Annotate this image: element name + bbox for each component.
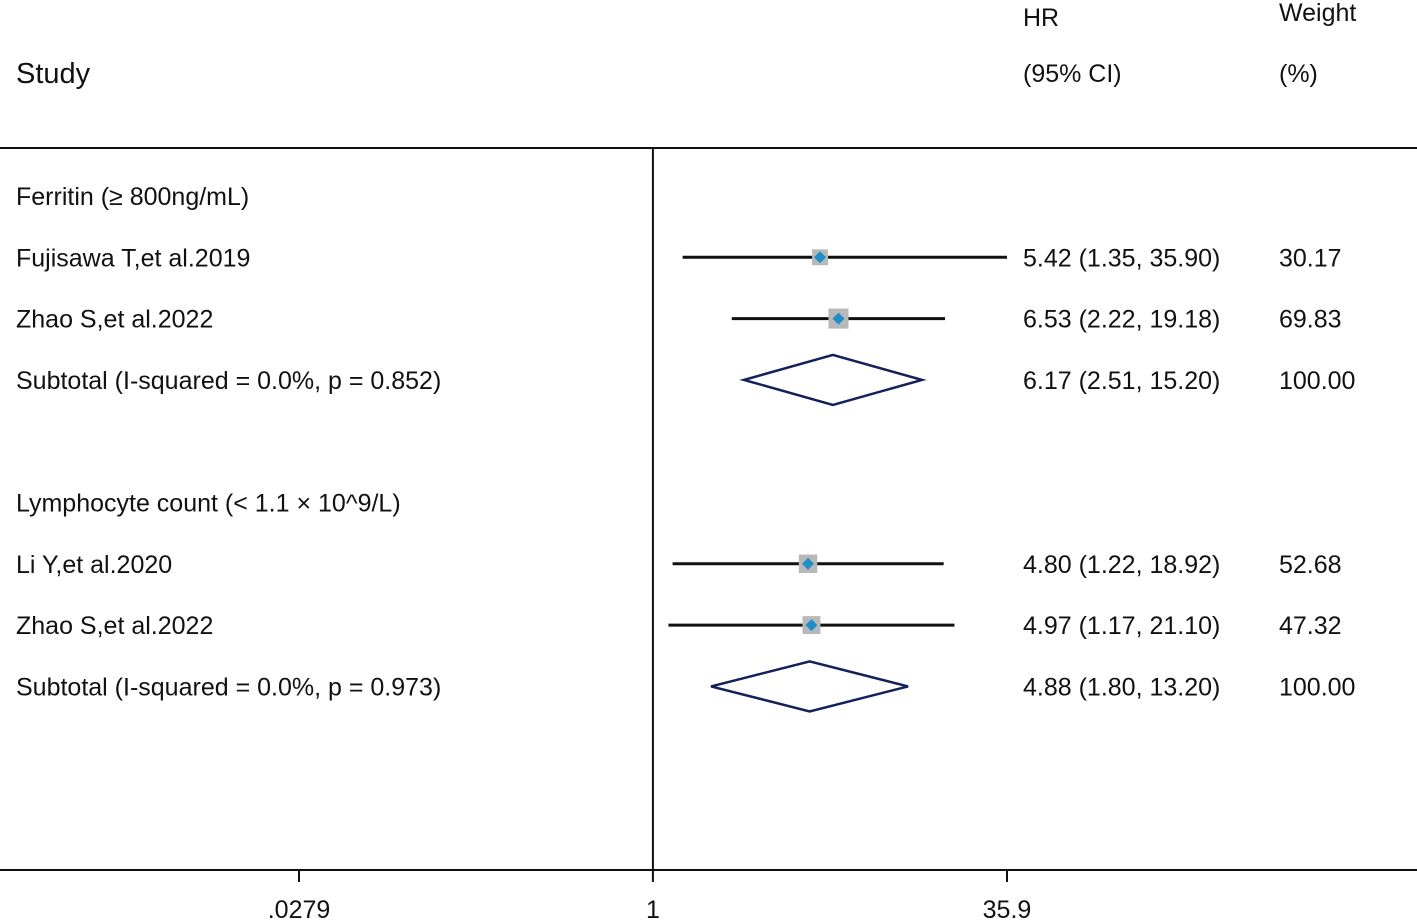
x-tick-label: 35.9 [983,896,1032,920]
study-label: Li Y,et al.2020 [16,551,172,579]
weight-column-header: Weight [1279,0,1356,27]
weight-value: 30.17 [1279,244,1342,272]
hr-column-header: HR [1023,4,1059,32]
hr-ci-value: 4.88 (1.80, 13.20) [1023,673,1220,701]
weight-value: 52.68 [1279,551,1342,579]
study-label: Fujisawa T,et al.2019 [16,244,250,272]
hr-ci-value: 4.80 (1.22, 18.92) [1023,551,1220,579]
weight-value: 69.83 [1279,306,1342,334]
point-estimate-marker [805,619,818,632]
point-estimate-marker [832,312,845,325]
hr-ci-value: 6.17 (2.51, 15.20) [1023,367,1220,395]
study-rows: Ferritin (≥ 800ng/mL) Fujisawa T,et al.20… [16,183,1355,713]
hr-ci-value: 4.97 (1.17, 21.10) [1023,612,1220,640]
hr-ci-value: 6.53 (2.22, 19.18) [1023,306,1220,334]
weight-value: 47.32 [1279,612,1342,640]
x-tick-label: 1 [646,896,660,920]
subtotal-label: Subtotal (I-squared = 0.0%, p = 0.973) [16,673,441,701]
study-label: Zhao S,et al.2022 [16,612,213,640]
x-tick-label: .0279 [268,896,331,920]
pooled-estimate-diamond [710,660,909,713]
subtotal-label: Subtotal (I-squared = 0.0%, p = 0.852) [16,367,441,395]
weight-unit-header: (%) [1279,60,1318,88]
study-column-header: Study [16,58,91,90]
point-estimate-marker [814,251,827,264]
pooled-estimate-diamond [739,353,927,407]
point-estimate-marker [802,557,815,570]
weight-value: 100.00 [1279,367,1355,395]
subgroup-label: Ferritin (≥ 800ng/mL) [16,183,249,211]
subgroup-label: Lymphocyte count (< 1.1 × 10^9/L) [16,490,401,518]
hr-ci-value: 5.42 (1.35, 35.90) [1023,244,1220,272]
weight-value: 100.00 [1279,673,1355,701]
ci-column-header: (95% CI) [1023,60,1122,88]
study-label: Zhao S,et al.2022 [16,306,213,334]
x-axis-ticks: .0279 1 35.9 [268,870,1032,920]
